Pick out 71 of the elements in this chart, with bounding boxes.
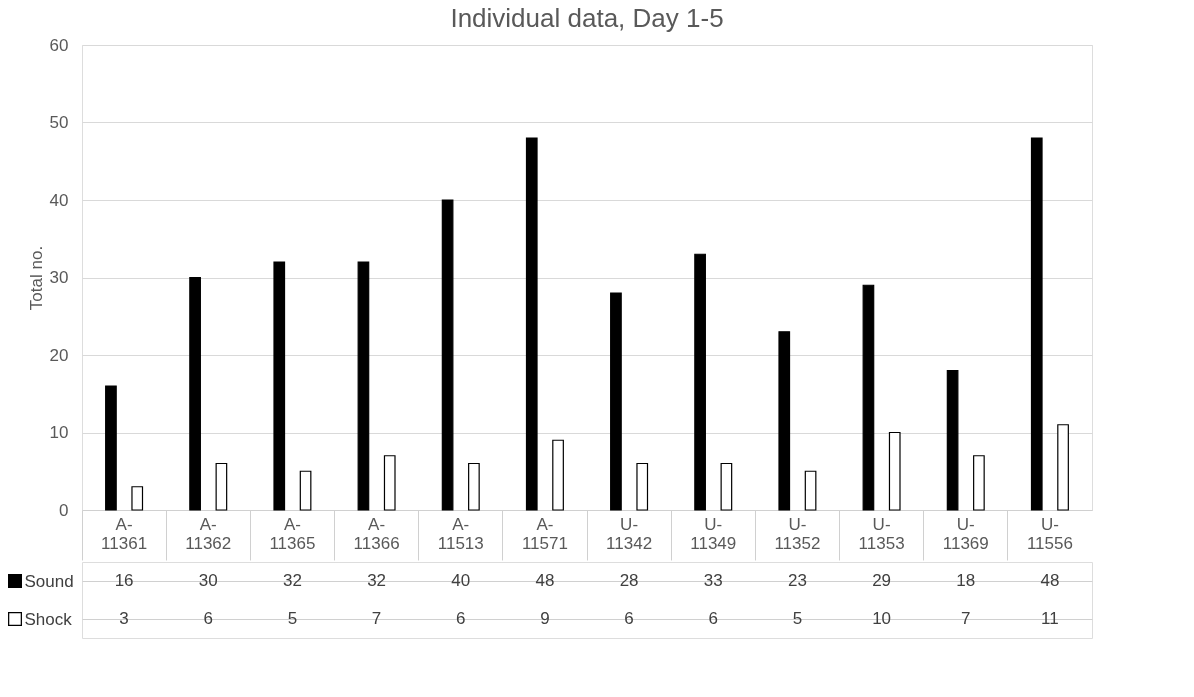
data-label: 33 bbox=[703, 571, 723, 590]
data-label: 5 bbox=[287, 609, 298, 628]
chart-title: Individual data, Day 1-5 bbox=[450, 3, 724, 33]
bar bbox=[1030, 137, 1043, 511]
data-label: 30 bbox=[198, 571, 218, 590]
data-label: 6 bbox=[456, 609, 466, 628]
x-tick-label: U-11556 bbox=[1026, 514, 1073, 553]
data-label: 6 bbox=[708, 609, 718, 628]
y-tick-label: 40 bbox=[49, 190, 69, 210]
bar bbox=[273, 261, 286, 511]
x-tick-label: A-11365 bbox=[269, 514, 316, 553]
y-tick-label: 10 bbox=[49, 423, 69, 442]
y-tick-label: 0 bbox=[59, 500, 69, 520]
bar bbox=[610, 292, 622, 511]
x-tick-label: U-11353 bbox=[858, 514, 905, 553]
data-label: 7 bbox=[961, 609, 971, 628]
legend-label: Shock bbox=[24, 609, 73, 629]
y-tick-label: 30 bbox=[49, 268, 69, 287]
data-label: 18 bbox=[956, 571, 976, 590]
data-label: 5 bbox=[792, 609, 803, 628]
bar bbox=[946, 369, 959, 511]
bar bbox=[778, 331, 791, 511]
data-label: 11 bbox=[1041, 609, 1059, 628]
data-label: 32 bbox=[367, 571, 387, 590]
bar bbox=[383, 455, 396, 511]
x-tick-label: A-11513 bbox=[437, 514, 484, 553]
data-label: 32 bbox=[282, 571, 302, 590]
y-tick-label: 60 bbox=[49, 35, 69, 55]
bar bbox=[131, 486, 144, 511]
x-tick-label: U-11369 bbox=[942, 514, 989, 553]
y-tick-label: 20 bbox=[49, 345, 69, 365]
bar bbox=[636, 462, 649, 511]
bar bbox=[357, 261, 370, 511]
data-label: 29 bbox=[872, 571, 892, 590]
bar bbox=[552, 439, 564, 511]
x-tick-label: U-11349 bbox=[690, 514, 737, 553]
data-label: 28 bbox=[619, 571, 639, 590]
bar bbox=[862, 284, 875, 511]
bar bbox=[215, 462, 228, 511]
data-label: 40 bbox=[451, 571, 471, 590]
data-label: 48 bbox=[1040, 571, 1060, 590]
bar bbox=[525, 137, 538, 511]
x-tick-label: A-11571 bbox=[521, 514, 568, 553]
bar bbox=[299, 470, 312, 511]
data-label: 23 bbox=[787, 571, 807, 590]
bar bbox=[189, 276, 201, 511]
data-label: 48 bbox=[535, 571, 555, 590]
data-label: 16 bbox=[114, 571, 134, 590]
data-label: 9 bbox=[540, 609, 550, 628]
x-tick-label: U-11352 bbox=[774, 514, 821, 553]
y-tick-label: 50 bbox=[49, 113, 69, 132]
bar bbox=[1057, 424, 1069, 511]
legend-label: Sound bbox=[24, 571, 74, 591]
bar bbox=[973, 455, 985, 511]
y-axis-title: Total no. bbox=[26, 245, 46, 311]
bar bbox=[468, 462, 480, 511]
x-tick-label: U-11342 bbox=[606, 514, 653, 553]
bar bbox=[804, 470, 817, 511]
data-label: 6 bbox=[624, 609, 634, 628]
data-label: 3 bbox=[119, 609, 129, 628]
data-label: 7 bbox=[371, 609, 382, 628]
bar bbox=[720, 462, 733, 511]
x-tick-label: A-11361 bbox=[101, 514, 148, 553]
data-label: 6 bbox=[203, 609, 213, 628]
bar bbox=[888, 431, 901, 511]
bar bbox=[694, 253, 706, 511]
bar bbox=[441, 199, 454, 511]
x-tick-label: A-11362 bbox=[185, 514, 232, 553]
bar bbox=[105, 385, 117, 511]
x-tick-label: A-11366 bbox=[353, 514, 400, 553]
data-label: 10 bbox=[872, 609, 892, 628]
